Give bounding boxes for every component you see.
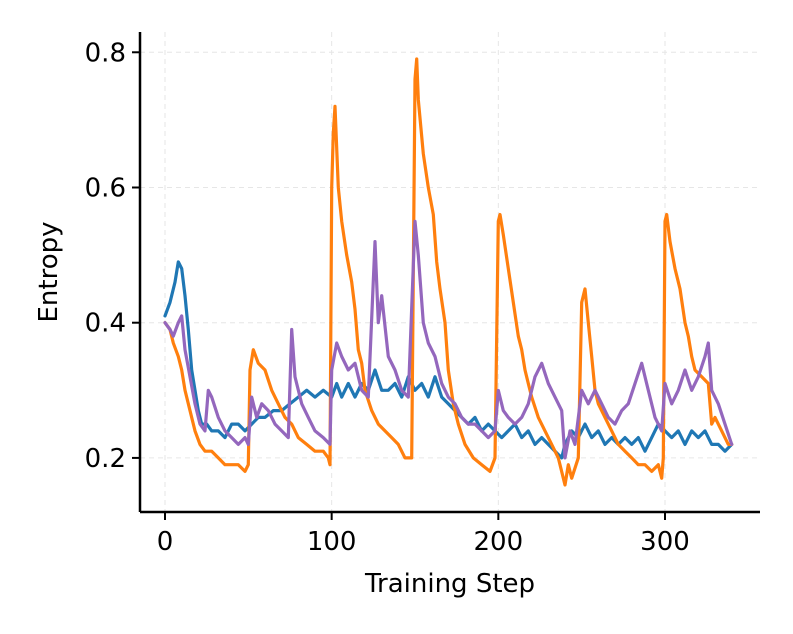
axes [138,32,760,514]
x-tick-label: 0 [157,527,174,557]
y-tick-label: 0.2 [85,444,126,474]
series-1-line [163,260,734,460]
y-tick-label: 0.4 [85,309,126,339]
y-tick-label: 0.6 [85,173,126,203]
series-group [163,57,734,487]
y-tick-label: 0.8 [85,38,126,68]
x-axis-label: Training Step [364,569,535,599]
x-tick-label: 100 [307,527,357,557]
series-2-line [163,57,734,487]
x-ticks: 0 100 200 300 [157,512,690,557]
x-tick-label: 200 [474,527,524,557]
y-axis-label: Entropy [34,221,64,322]
x-tick-label: 300 [640,527,690,557]
series-3-line [163,219,734,460]
y-ticks: 0.2 0.4 0.6 0.8 [85,38,140,474]
